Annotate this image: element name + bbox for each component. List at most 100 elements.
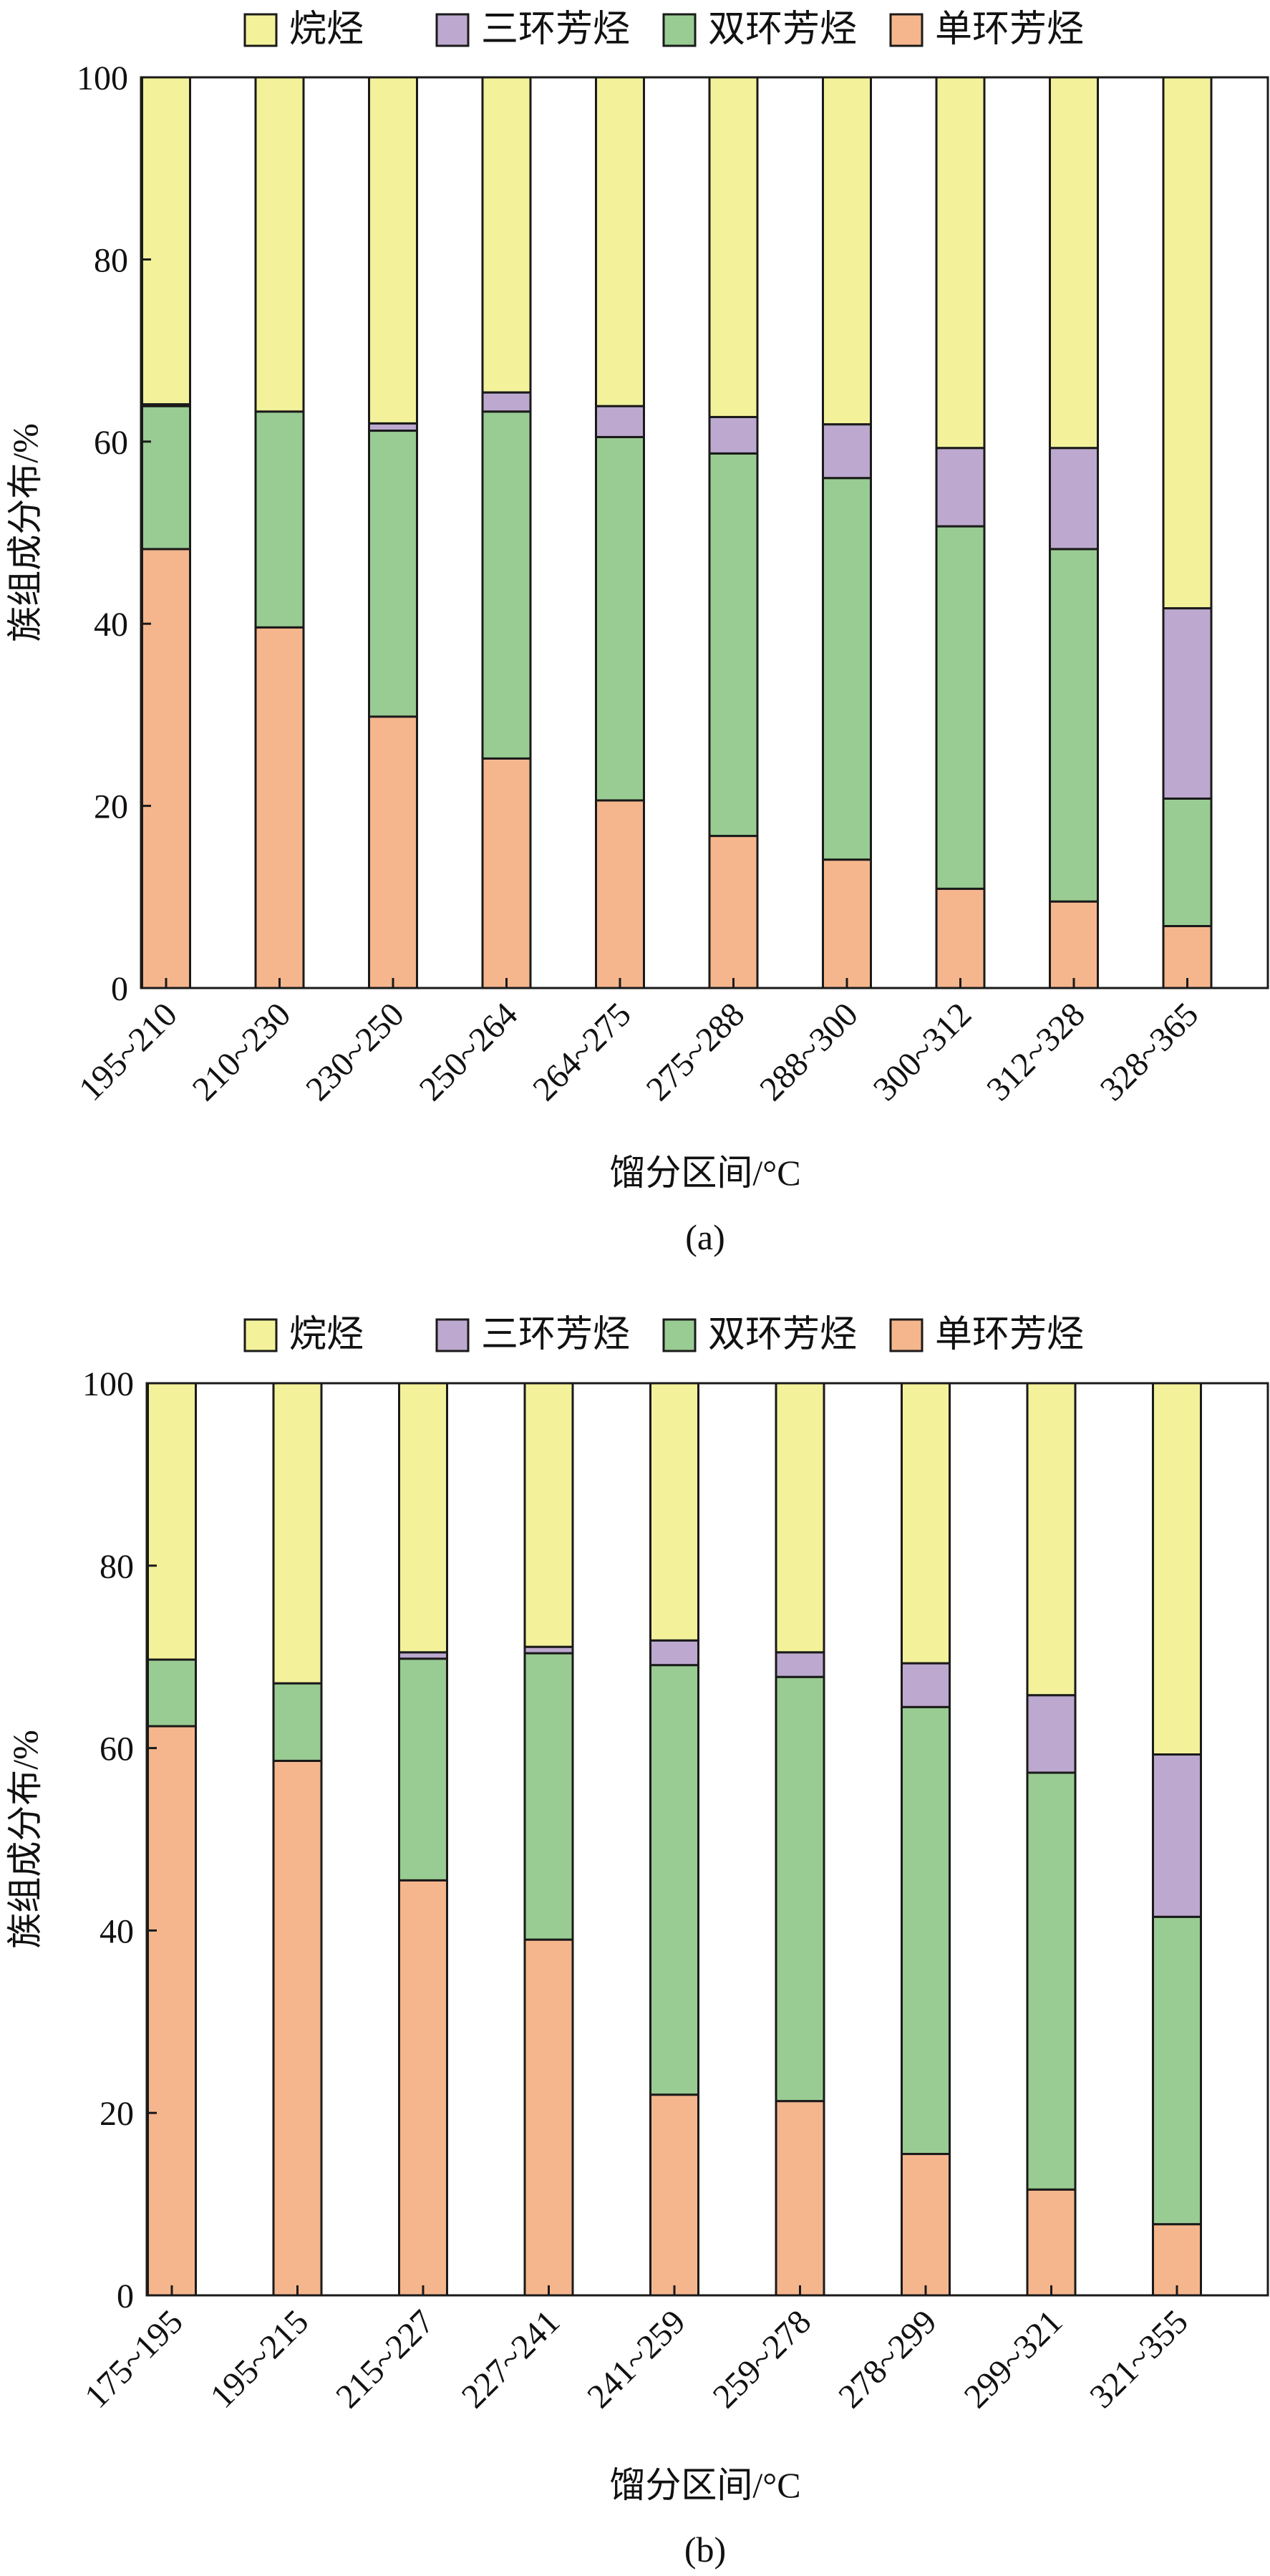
plot-frame [140,76,1269,989]
legend-swatch [435,1318,470,1352]
bar-segment [1162,76,1213,610]
bar-segment [775,1675,825,2103]
bar-segment [595,799,645,989]
bar-segment [523,1652,574,1941]
bar-segment [708,76,759,418]
legend-label: 烷烃 [289,9,364,50]
legend-label: 双环芳烃 [708,1314,857,1355]
bar-segment [1026,1771,1077,2191]
bar-segment [649,1664,699,2096]
legend-swatch [435,13,470,47]
legend-swatch [662,13,697,47]
y-tick-label: 100 [82,1365,134,1403]
bar-segment [1152,2223,1202,2297]
bar-segment [649,1382,699,1642]
panel-label: (a) [685,1217,725,1257]
bar-segment [1152,1753,1202,1918]
legend-swatch [889,13,924,47]
bar-segment [481,757,532,989]
bar-segment [1049,548,1099,903]
bar-segment [595,405,645,438]
bar-segment [254,410,305,629]
bar-segment [272,1759,323,2297]
bar-segment [481,410,532,760]
y-tick-label: 0 [111,970,128,1008]
bar-segment [775,1651,825,1678]
bar-segment [775,2100,825,2297]
bar-segment [1049,447,1099,551]
bar-segment [822,477,872,861]
bar-segment [649,2093,699,2297]
bar-segment [523,1938,574,2297]
bar-segment [901,2153,951,2297]
bar-segment [398,1879,448,2297]
bar-segment [708,835,759,989]
bar-segment [901,1382,951,1665]
bar-segment [822,76,872,426]
legend-swatch [243,1318,278,1352]
bar-segment [141,548,191,989]
bar-segment [272,1682,323,1762]
bar-segment [481,76,532,394]
legend-label: 三环芳烃 [481,1314,630,1355]
x-axis-label: 馏分区间/°C [609,1153,800,1193]
bar-segment [254,76,305,413]
bar-segment [708,452,759,838]
bar-segment [272,1382,323,1685]
bar-segment [901,1705,951,2156]
bar-segment [822,423,872,480]
legend: 烷烃 三环芳烃 双环芳烃 单环芳烃 [243,9,1084,50]
bar-segment [649,1639,699,1667]
y-axis-label: 族组成分布/% [5,423,45,642]
bar-segment [147,1382,197,1661]
bar-segment [523,1382,574,1648]
bar-segment [147,1725,197,2297]
bar-segment [1026,2188,1077,2297]
legend-swatch [662,1318,697,1352]
bar-segment [935,76,986,450]
y-tick-label: 0 [117,2277,134,2315]
legend-label: 烷烃 [289,1314,364,1355]
plot-frame [145,1382,1269,2297]
bar-segment [935,887,986,989]
bar-segment [1049,900,1099,989]
bar-segment [935,525,986,890]
bar-segment [595,76,645,407]
bar-segment [141,405,191,551]
legend: 烷烃 三环芳烃 双环芳烃 单环芳烃 [243,1314,1084,1355]
bar-segment [822,858,872,989]
bar-segment [708,415,759,455]
y-tick-label: 80 [94,241,128,279]
x-axis-label: 馏分区间/°C [609,2465,800,2505]
bar-segment [368,715,418,989]
y-tick-label: 40 [94,606,128,644]
bar-segment [1152,1915,1202,2226]
legend-swatch [889,1318,924,1352]
y-tick-label: 20 [94,788,128,826]
panel-label: (b) [684,2529,726,2570]
bar-segment [141,76,191,406]
bar-segment [398,1382,448,1654]
legend-label: 双环芳烃 [708,9,857,50]
bar-segment [254,626,305,989]
bar-segment [368,422,418,432]
bar-segment [368,430,418,718]
bar-segment [1162,607,1213,800]
bar-segment [481,391,532,413]
legend-swatch [243,13,278,47]
bar-segment [935,447,986,528]
bar-segment [398,1657,448,1882]
y-tick-label: 80 [100,1548,134,1586]
y-tick-label: 60 [100,1730,134,1768]
bar-segment [1152,1382,1202,1756]
bar-segment [901,1662,951,1708]
bar-segment [147,1658,197,1728]
y-axis-label: 族组成分布/% [5,1730,45,1949]
y-tick-label: 100 [77,59,128,97]
y-tick-label: 60 [94,424,128,462]
bar-segment [1026,1382,1077,1697]
bar-segment [368,76,418,425]
y-tick-label: 40 [100,1912,134,1950]
bar-segment [1162,797,1213,928]
